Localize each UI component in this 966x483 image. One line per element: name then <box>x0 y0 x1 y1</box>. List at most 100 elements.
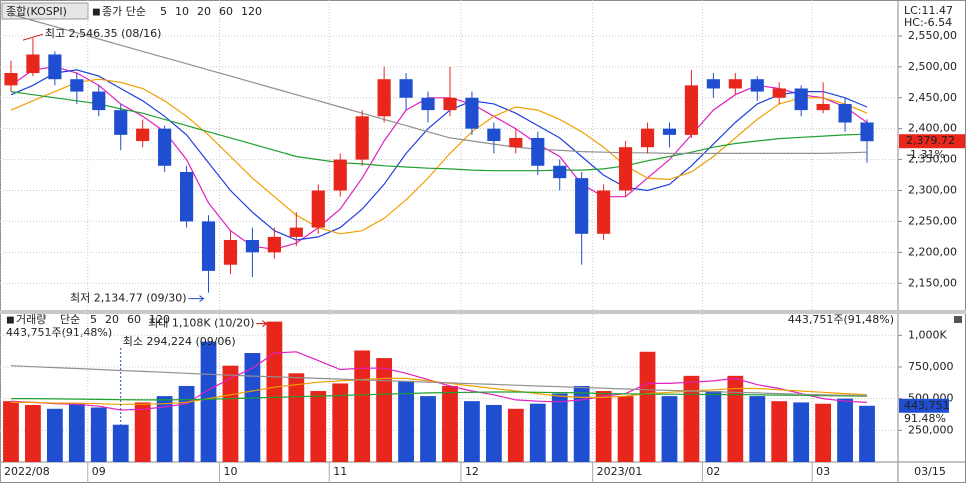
volume-bar <box>749 396 766 462</box>
annotation-arrow <box>256 320 268 327</box>
ma-line <box>10 69 868 241</box>
candle-body <box>465 97 479 129</box>
x-tick-label: 12 <box>465 465 479 478</box>
volume-bar <box>3 401 19 462</box>
y-tick-label: 2,550,00 <box>908 29 957 42</box>
candle-body <box>728 79 742 89</box>
volume-bar <box>442 385 458 462</box>
volume-bar <box>683 375 700 462</box>
candle-body <box>26 54 40 74</box>
volume-bar <box>25 404 41 462</box>
volume-bar <box>68 403 85 462</box>
annotation-arrow <box>188 295 205 303</box>
candle-body <box>399 79 413 98</box>
legend-title: 종가 단순 <box>102 5 146 18</box>
volume-bar <box>507 408 524 462</box>
x-tick-label: 10 <box>224 465 238 478</box>
volume-bar <box>859 405 875 462</box>
volume-bar <box>815 403 832 462</box>
volume-bar <box>617 396 634 462</box>
panel-button[interactable] <box>954 316 962 323</box>
volume-bar <box>244 353 261 462</box>
legend-entry: 60 <box>219 5 233 18</box>
annotation: 최저 2,134.77 (09/30) <box>70 292 187 305</box>
candle-body <box>311 190 325 228</box>
candle-body <box>772 88 786 98</box>
volume-bar <box>222 365 239 462</box>
y-tick-label: 2,400,00 <box>908 122 957 135</box>
candle-body <box>816 103 830 111</box>
y-tick-label: 750,000 <box>908 360 954 373</box>
volume-bar <box>332 383 349 462</box>
candle-body <box>421 97 435 111</box>
x-tick-label: 02 <box>706 465 720 478</box>
legend-entry: 5 <box>90 313 97 326</box>
candle-body <box>509 137 523 148</box>
candle-body <box>92 91 106 111</box>
volume-info: 443,751주(91,48%) <box>788 313 894 326</box>
volume-ma-line <box>10 365 868 397</box>
volume-bar <box>90 407 107 462</box>
candle-body <box>640 128 655 148</box>
candle-body <box>158 128 172 166</box>
volume-bar <box>639 351 656 462</box>
y-tick-label: 2,300,00 <box>908 184 957 197</box>
volume-bar <box>134 402 151 462</box>
legend-icon: ■ <box>92 8 101 18</box>
volume-info: 443,751주(91,48%) <box>6 326 112 339</box>
x-tick-label: 2023/01 <box>597 465 643 478</box>
legend-entry: 120 <box>241 5 262 18</box>
volume-bar <box>46 408 63 462</box>
volume-bar <box>376 358 393 462</box>
volume-bar <box>573 385 590 462</box>
legend-entry: 60 <box>127 313 141 326</box>
candle-body <box>618 147 633 191</box>
volume-bar <box>288 373 305 462</box>
volume-bar <box>551 393 568 462</box>
y-tick-label: 2,200,00 <box>908 245 957 258</box>
annotation: 최고 2,546.35 (08/16) <box>45 27 162 40</box>
candle-body <box>597 190 611 234</box>
last-price: 2,379.72 <box>906 134 955 147</box>
candle-body <box>267 236 281 253</box>
y-tick-label: 1,000K <box>908 328 947 341</box>
volume-legend-title: 단순 <box>60 313 80 326</box>
candle-body <box>838 103 852 123</box>
candle-body <box>70 79 84 92</box>
volume-bar <box>771 401 788 462</box>
volume-bar <box>837 398 853 462</box>
annotation: 최소 294,224 (09/06) <box>123 335 236 348</box>
candle-body <box>114 110 128 135</box>
annotation-arrow <box>22 33 44 41</box>
lc-label: LC:11.47 <box>904 4 953 17</box>
y-tick-label: 2,450,00 <box>908 91 957 104</box>
y-tick-label: 2,250,00 <box>908 214 957 227</box>
ma-line <box>10 66 868 250</box>
volume-bar <box>727 375 744 462</box>
volume-bar <box>266 321 283 462</box>
volume-bar <box>112 424 129 462</box>
annotation: 최대 1,108K (10/20) <box>148 317 254 330</box>
volume-bar <box>793 402 810 462</box>
candle-body <box>48 54 62 80</box>
title-box[interactable] <box>1 2 89 20</box>
last-change: -1.31% <box>906 148 945 161</box>
last-price-box <box>899 134 965 149</box>
volume-bar <box>661 396 678 462</box>
x-tick-label: 09 <box>92 465 106 478</box>
y-tick-label: 2,150,00 <box>908 276 957 289</box>
y-tick-label: 2,350,00 <box>908 153 957 166</box>
volume-bar <box>398 380 414 462</box>
candle-body <box>794 88 808 111</box>
candle-body <box>575 178 589 234</box>
legend-entry: 10 <box>175 5 189 18</box>
candle-body <box>553 165 567 179</box>
last-date: 03/15 <box>914 465 946 478</box>
legend-entry: 20 <box>197 5 211 18</box>
volume-bar <box>354 350 371 462</box>
ma-line <box>10 91 868 172</box>
candle-body <box>4 73 18 86</box>
ma-line <box>10 13 868 154</box>
candle-body <box>377 79 391 117</box>
